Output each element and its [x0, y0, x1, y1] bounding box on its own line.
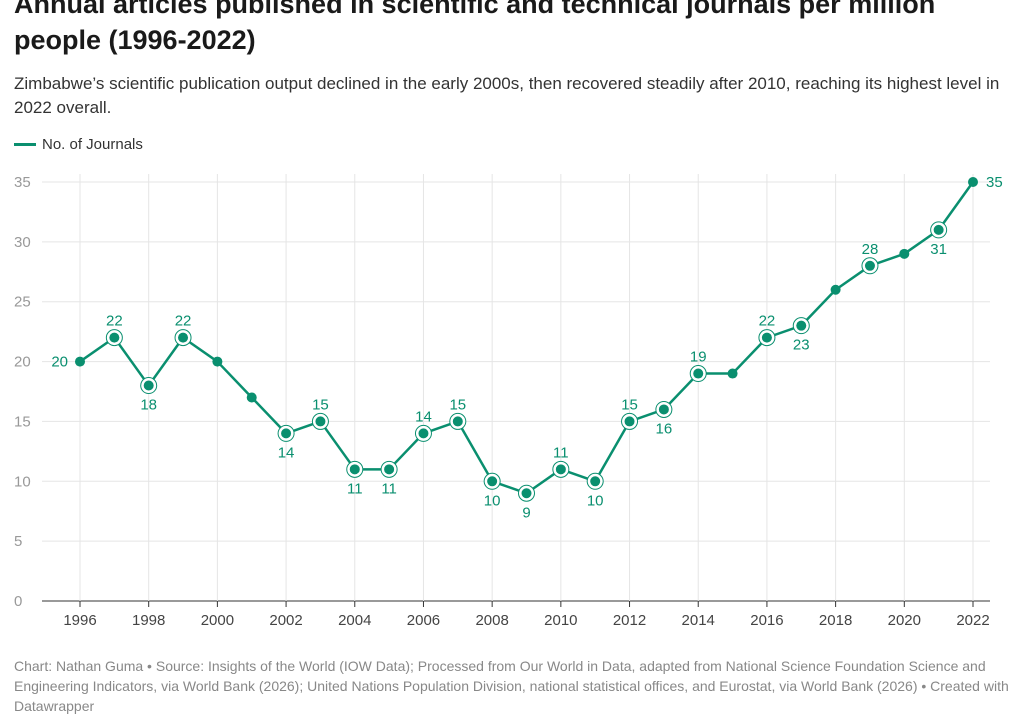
data-point [246, 392, 257, 403]
y-tick-label: 0 [14, 593, 22, 610]
data-label: 28 [862, 241, 879, 258]
x-tick-label: 2002 [269, 612, 302, 629]
data-label: 15 [312, 396, 329, 413]
data-point [212, 356, 223, 367]
data-label: 10 [484, 492, 501, 509]
data-point [968, 177, 978, 187]
data-label: 22 [106, 313, 123, 330]
legend-label: No. of Journals [42, 136, 143, 153]
legend: No. of Journals [14, 136, 143, 153]
data-point [796, 320, 807, 331]
data-label: 11 [347, 480, 363, 497]
data-point [418, 428, 429, 439]
data-label: 9 [522, 504, 530, 521]
y-tick-label: 5 [14, 533, 22, 550]
x-tick-label: 1996 [63, 612, 96, 629]
data-point [452, 416, 463, 427]
data-label: 14 [415, 408, 432, 425]
x-tick-label: 2000 [201, 612, 234, 629]
y-tick-label: 30 [14, 234, 31, 251]
data-label: 23 [793, 337, 810, 354]
data-label: 18 [140, 397, 157, 414]
x-tick-label: 1998 [132, 612, 165, 629]
x-tick-label: 2020 [888, 612, 921, 629]
x-tick-label: 2022 [956, 612, 989, 629]
data-point [899, 248, 910, 259]
chart-footer: Chart: Nathan Guma • Source: Insights of… [14, 658, 1009, 714]
data-point [178, 332, 189, 343]
data-point [281, 428, 292, 439]
data-label: 16 [656, 420, 673, 437]
chart-subtitle: Zimbabwe’s scientific publication output… [14, 74, 1000, 117]
x-tick-label: 2012 [613, 612, 646, 629]
data-label: 10 [587, 492, 604, 509]
data-label: 15 [621, 396, 638, 413]
data-point [624, 416, 635, 427]
legend-swatch [14, 143, 36, 146]
x-tick-label: 2014 [682, 612, 715, 629]
data-point [590, 476, 601, 487]
x-tick-label: 2010 [544, 612, 577, 629]
line-chart: 0 5 10 15 20 25 30 35 1996 1998 2000 2002 2004 2006 20… [14, 174, 1003, 629]
y-tick-label: 20 [14, 354, 31, 371]
data-point [933, 224, 944, 235]
data-point [349, 464, 360, 475]
data-point [315, 416, 326, 427]
data-label: 14 [278, 444, 295, 461]
y-tick-label: 10 [14, 473, 31, 490]
data-point [521, 488, 532, 499]
data-point [693, 368, 704, 379]
x-tick-label: 2016 [750, 612, 783, 629]
data-label: 22 [175, 313, 192, 330]
y-tick-label: 35 [14, 174, 31, 191]
data-point [658, 404, 669, 415]
data-point [384, 464, 395, 475]
x-tick-label: 2006 [407, 612, 440, 629]
data-point [109, 332, 120, 343]
data-point [487, 476, 498, 487]
x-tick-label: 2018 [819, 612, 852, 629]
data-point [761, 332, 772, 343]
data-point [555, 464, 566, 475]
data-point [830, 284, 841, 295]
chart-title: Annual articles published in scientific … [14, 0, 936, 55]
data-label: 11 [381, 480, 397, 497]
data-label: 31 [930, 241, 947, 258]
data-point [864, 260, 875, 271]
data-label: 22 [759, 313, 776, 330]
data-point [75, 356, 85, 367]
x-tick-label: 2008 [475, 612, 508, 629]
data-label: 15 [449, 396, 466, 413]
data-point [727, 368, 738, 379]
y-tick-label: 15 [14, 413, 31, 430]
data-label: 11 [553, 444, 569, 461]
series-line [79, 181, 975, 495]
data-label: 19 [690, 349, 707, 366]
data-point [143, 380, 154, 391]
x-tick-label: 2004 [338, 612, 371, 629]
data-label: 20 [51, 354, 68, 371]
data-label: 35 [986, 174, 1003, 191]
y-tick-label: 25 [14, 294, 31, 311]
